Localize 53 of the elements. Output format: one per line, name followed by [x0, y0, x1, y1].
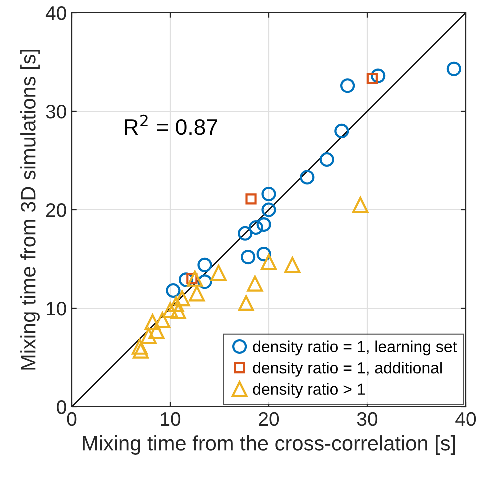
point: [352, 197, 369, 214]
point: [262, 186, 276, 202]
point: [256, 217, 272, 232]
point: [261, 254, 277, 270]
point: [144, 314, 161, 330]
point: [210, 265, 227, 282]
y-tick-label: 30: [46, 104, 66, 119]
y-tick-label: 10: [46, 302, 66, 316]
point: [187, 270, 204, 287]
point: [189, 286, 206, 302]
x-tick-label: 0: [67, 412, 77, 426]
y-tick-label: 20: [46, 203, 66, 218]
point: [166, 283, 181, 298]
y-axis-title: Mixing time from 3D simulations [s]: [20, 50, 40, 370]
point: [300, 170, 315, 185]
point: [284, 257, 301, 274]
point: [247, 276, 264, 292]
legend-label: density ratio = 1, learning set: [253, 340, 458, 356]
point: [371, 68, 386, 84]
x-axis-title: Mixing time from the cross-correlation [s]: [83, 436, 456, 455]
x-tick-label: 40: [456, 412, 476, 426]
point: [446, 62, 462, 76]
point: [238, 226, 253, 241]
point: [262, 202, 276, 218]
point: [132, 342, 149, 359]
legend-label: density ratio = 1, additional: [253, 362, 442, 377]
y-tick-label: 0: [57, 400, 66, 414]
point: [198, 258, 212, 272]
point: [174, 290, 190, 307]
point: [248, 220, 264, 236]
point: [178, 272, 194, 288]
x-tick-label: 30: [357, 412, 378, 426]
point: [148, 323, 165, 340]
point: [198, 274, 212, 290]
point: [366, 73, 378, 85]
point: [256, 247, 272, 262]
point: [132, 338, 148, 355]
point: [170, 303, 186, 320]
x-tick-label: 10: [161, 412, 181, 426]
point: [162, 302, 178, 318]
y-tick-label: 40: [46, 6, 66, 20]
point: [246, 194, 257, 205]
point: [154, 312, 171, 328]
legend-label: density ratio > 1: [253, 383, 365, 398]
point: [140, 328, 157, 344]
x-tick-label: 20: [259, 412, 280, 426]
point: [340, 78, 356, 94]
point: [238, 296, 254, 312]
annotation: R$^{2}$ = 0.87: [125, 114, 218, 136]
point: [168, 296, 184, 313]
point: [241, 250, 256, 265]
point: [334, 124, 350, 138]
point: [320, 152, 334, 168]
